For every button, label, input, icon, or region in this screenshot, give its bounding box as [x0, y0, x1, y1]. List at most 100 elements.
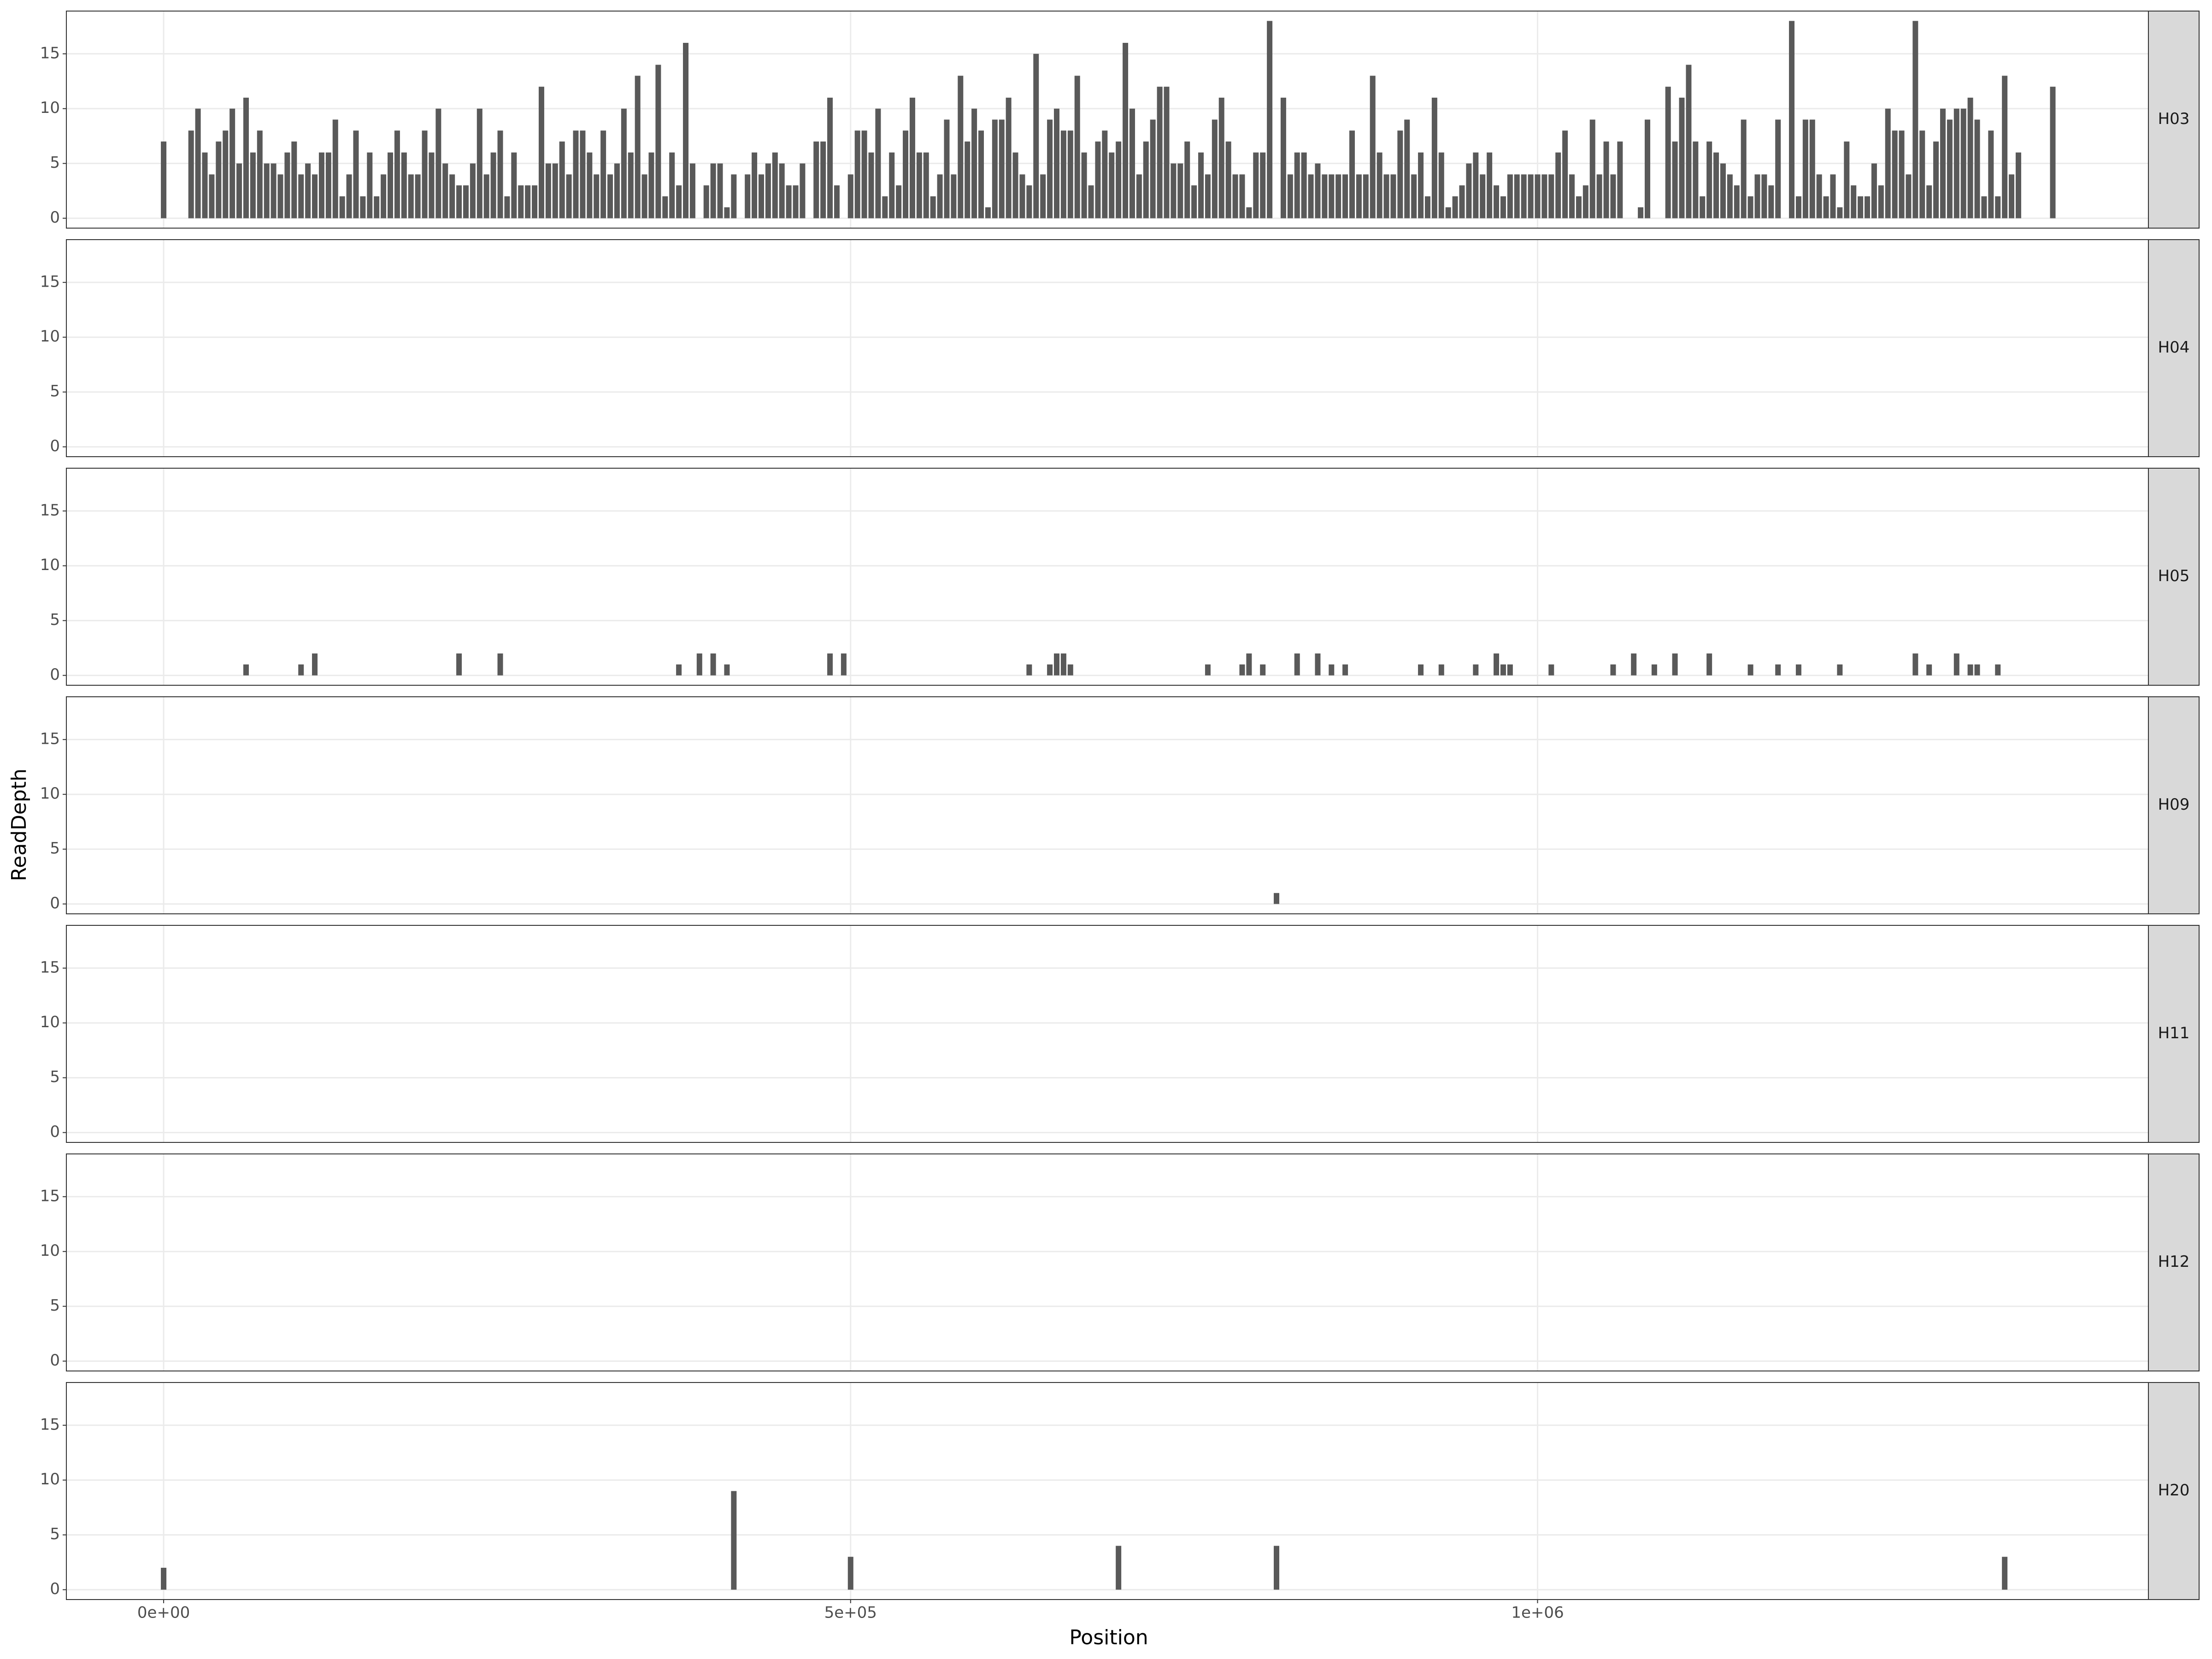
- bar: [1940, 108, 1946, 218]
- bar: [1157, 87, 1163, 218]
- panel-background: [66, 240, 2148, 457]
- bar: [710, 653, 716, 676]
- bar: [1693, 141, 1699, 218]
- bar: [1926, 185, 1932, 218]
- bar: [724, 664, 730, 676]
- bar: [298, 664, 304, 676]
- bar: [1363, 174, 1369, 218]
- bar: [937, 174, 943, 218]
- bar: [1802, 119, 1808, 218]
- bar: [971, 108, 977, 218]
- bar: [1706, 653, 1712, 676]
- bar: [1452, 196, 1458, 218]
- bar: [566, 174, 572, 218]
- bar: [1301, 152, 1307, 218]
- bar: [1541, 174, 1547, 218]
- bar: [388, 152, 394, 218]
- bar: [1356, 174, 1362, 218]
- bar: [1026, 664, 1032, 676]
- bar: [1074, 76, 1080, 218]
- bar: [1651, 664, 1657, 676]
- bar: [1899, 130, 1905, 218]
- bar: [717, 163, 723, 218]
- bar: [1274, 893, 1280, 904]
- bar: [669, 152, 675, 218]
- bar: [449, 174, 455, 218]
- bar: [1837, 207, 1843, 218]
- bar: [834, 185, 840, 218]
- bar: [1342, 664, 1348, 676]
- y-tick-label: 5: [50, 382, 60, 400]
- bar: [1424, 196, 1430, 218]
- bar: [1713, 152, 1719, 218]
- bar: [257, 130, 263, 218]
- bar: [1892, 130, 1898, 218]
- bar: [1734, 185, 1740, 218]
- bar: [1418, 664, 1424, 676]
- bar: [1974, 664, 1980, 676]
- panel-background: [66, 1154, 2148, 1371]
- bar: [1906, 174, 1912, 218]
- y-tick-label: 15: [40, 501, 60, 519]
- facet-label: H05: [2158, 567, 2190, 585]
- bar: [916, 152, 922, 218]
- bar: [1411, 174, 1417, 218]
- y-tick-label: 5: [50, 1525, 60, 1543]
- bar: [1514, 174, 1520, 218]
- bar: [1974, 119, 1980, 218]
- facet-label: H11: [2158, 1024, 2190, 1042]
- bar: [648, 152, 654, 218]
- bar: [1761, 174, 1767, 218]
- bar: [1123, 42, 1129, 218]
- bar: [847, 174, 853, 218]
- y-tick-label: 5: [50, 1068, 60, 1086]
- bar: [827, 97, 833, 218]
- bar: [607, 174, 613, 218]
- bar: [1205, 174, 1211, 218]
- bar: [1851, 185, 1857, 218]
- bar: [1246, 653, 1252, 676]
- bar: [1150, 119, 1156, 218]
- bar: [1494, 653, 1500, 676]
- bar: [641, 174, 647, 218]
- bar: [1603, 141, 1609, 218]
- bar: [1967, 664, 1973, 676]
- bar: [1494, 185, 1500, 218]
- bar: [1809, 119, 1815, 218]
- bar: [1383, 174, 1389, 218]
- bar: [689, 163, 695, 218]
- bar: [305, 163, 311, 218]
- y-tick-label: 15: [40, 44, 60, 62]
- bar: [1871, 163, 1877, 218]
- facet-strip: [2148, 925, 2200, 1143]
- bar: [951, 174, 957, 218]
- y-tick-label: 10: [40, 556, 60, 574]
- bar: [1912, 653, 1918, 676]
- bar: [1555, 152, 1561, 218]
- y-tick-label: 10: [40, 784, 60, 803]
- bar: [985, 207, 991, 218]
- y-axis-title: ReadDepth: [7, 769, 31, 882]
- bar: [1040, 174, 1046, 218]
- bar: [271, 163, 276, 218]
- bar: [1933, 141, 1939, 218]
- bar: [1136, 174, 1142, 218]
- y-tick-label: 0: [50, 1123, 60, 1141]
- bar: [676, 664, 682, 676]
- bar: [772, 152, 778, 218]
- y-tick-label: 15: [40, 272, 60, 291]
- bar: [696, 653, 702, 676]
- bar: [1617, 141, 1623, 218]
- bar: [435, 108, 441, 218]
- bar: [422, 130, 428, 218]
- bar: [195, 108, 201, 218]
- bar: [1795, 196, 1801, 218]
- bar: [1816, 174, 1822, 218]
- facet-label: H12: [2158, 1253, 2190, 1271]
- bar: [1720, 163, 1726, 218]
- bar: [1631, 653, 1637, 676]
- bar: [1404, 119, 1410, 218]
- bar: [1747, 664, 1753, 676]
- bar: [1747, 196, 1753, 218]
- bar: [731, 1491, 737, 1590]
